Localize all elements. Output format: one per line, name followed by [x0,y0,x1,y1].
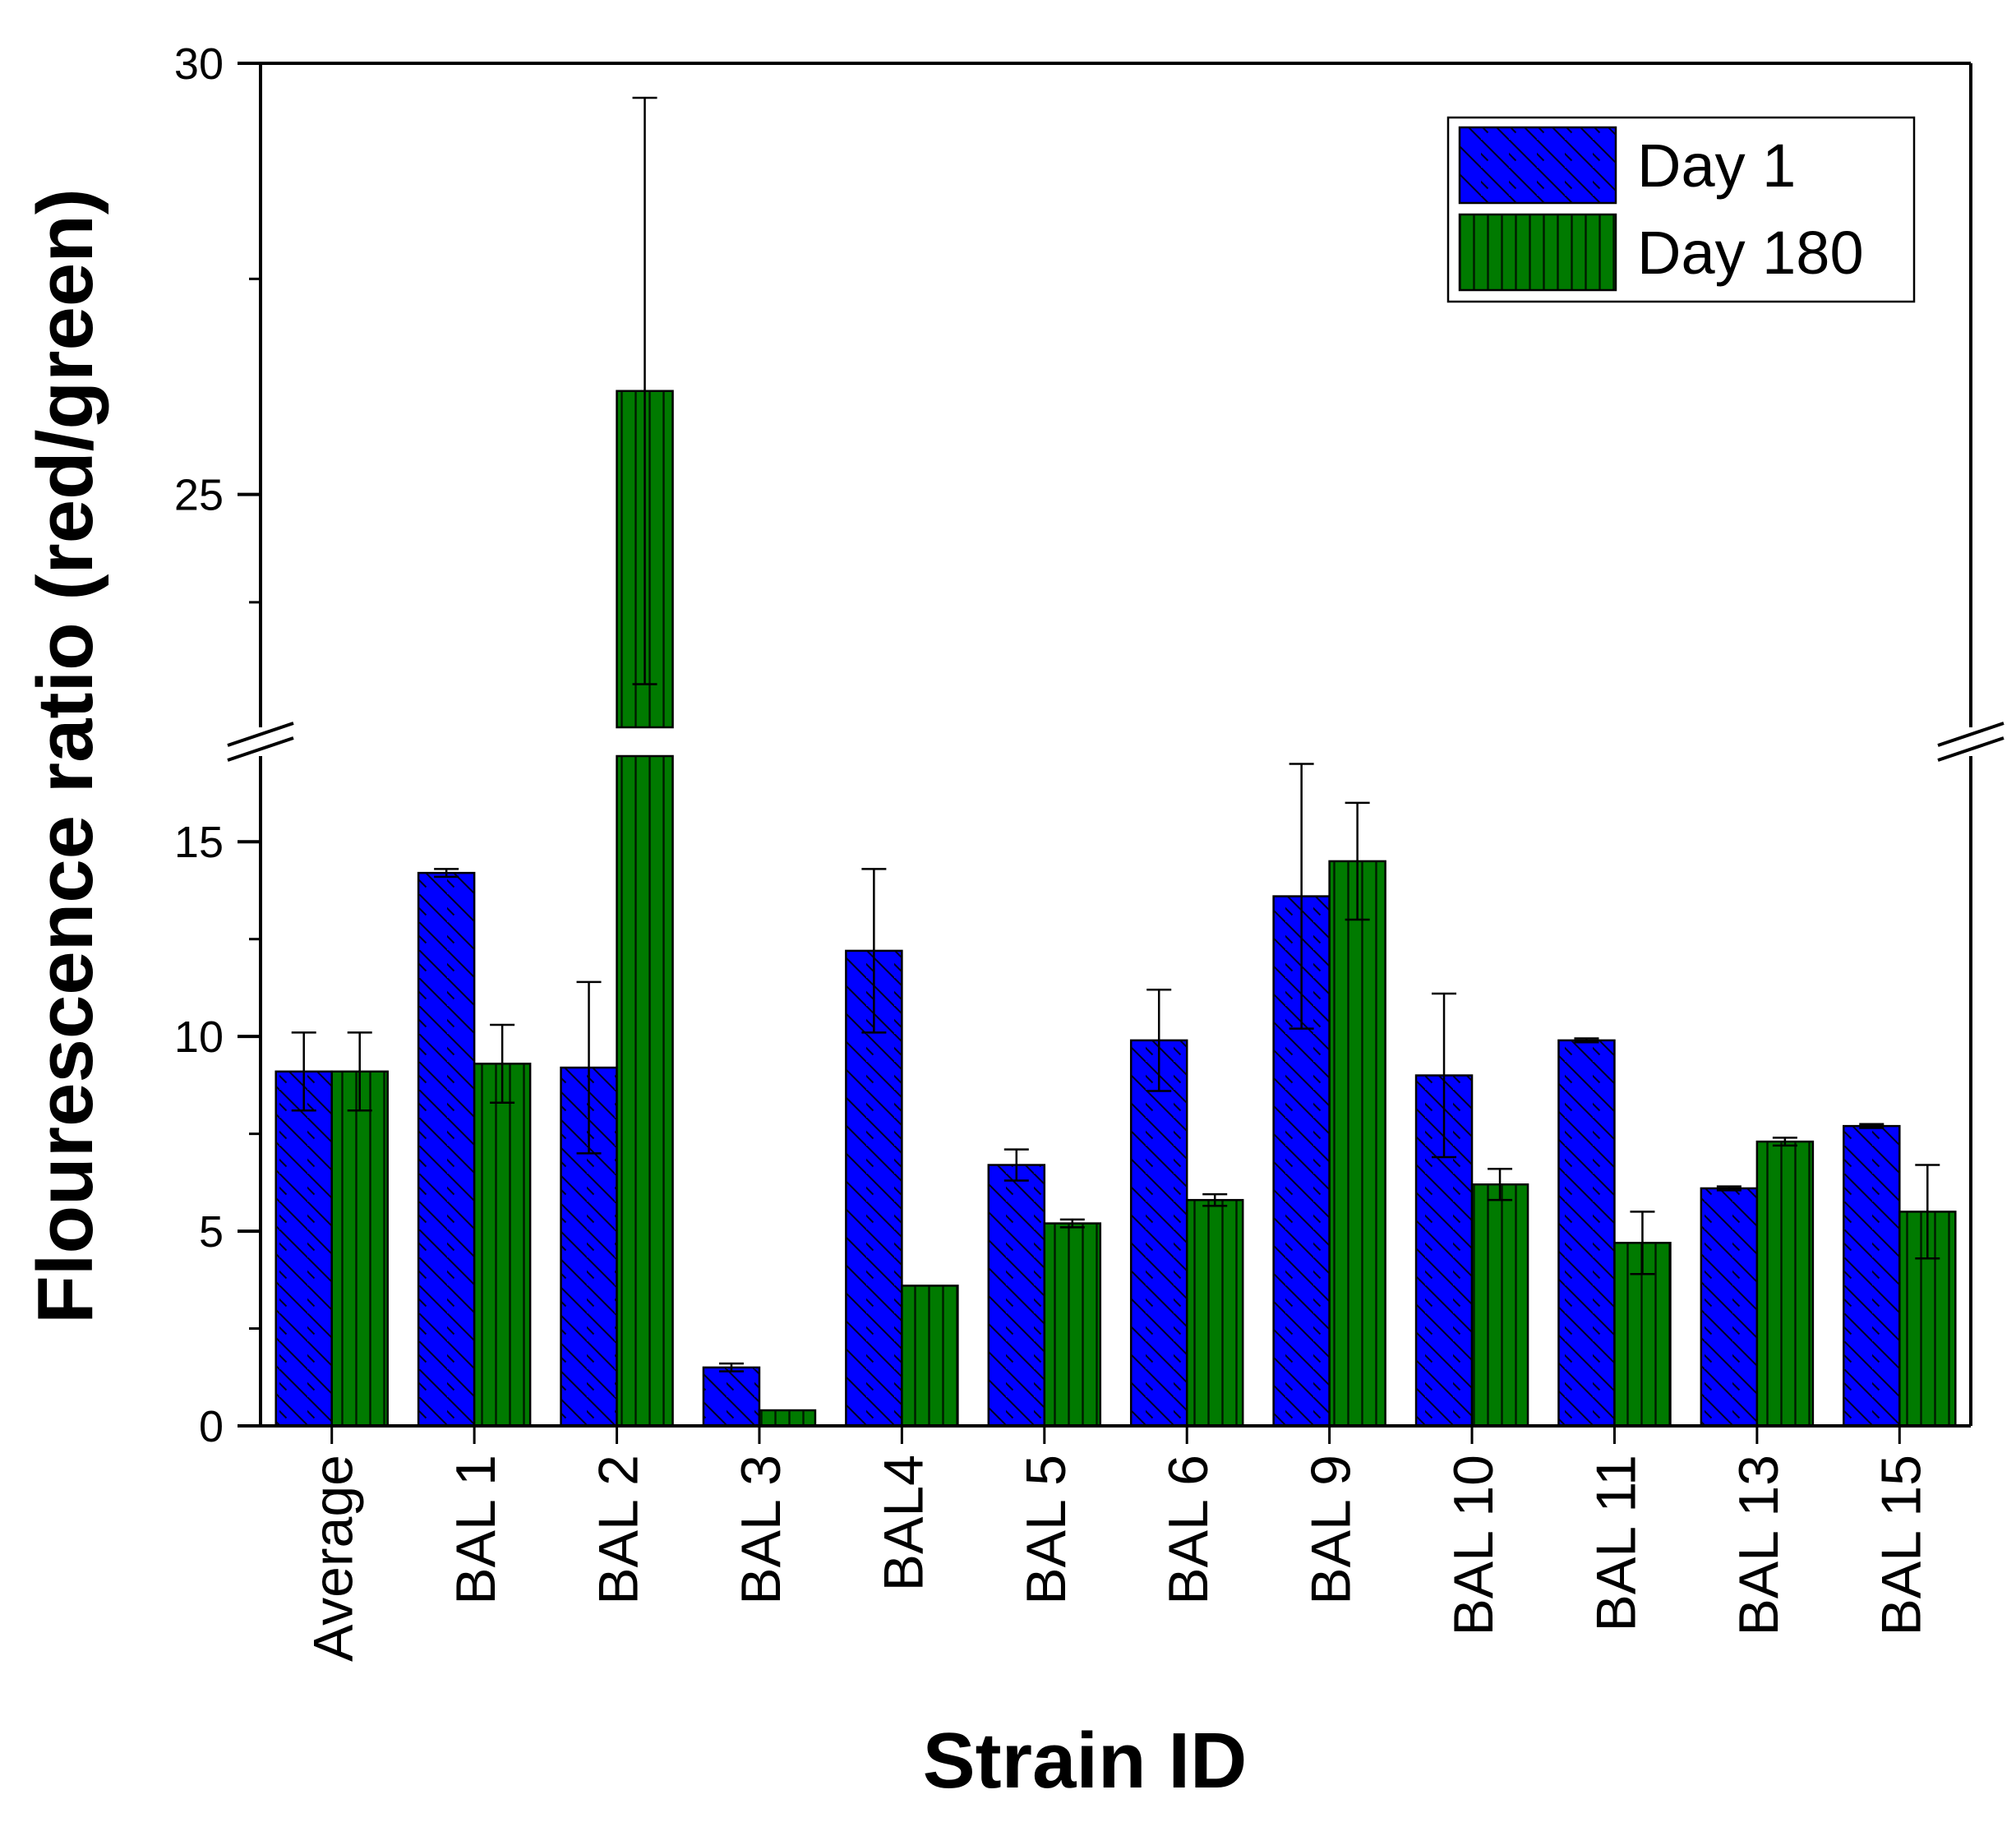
axis-break-mark [227,722,294,747]
x-tick-label: Average [302,1455,365,1662]
bar [274,1070,333,1428]
x-tick-label: BAL4 [872,1455,934,1591]
bar [1843,1124,1901,1428]
bar-lower-segment [616,754,674,1428]
bar [1414,1074,1474,1428]
x-tick-label: BAL 6 [1157,1455,1220,1605]
axis-break-mark [227,736,294,762]
plot-area: Average BAL 1 BAL 2 BAL 3 BAL4 BAL 5 BAL 6 BAL … [174,39,2004,1662]
bar [1129,1039,1188,1428]
bar [758,1409,817,1428]
x-tick-label: BAL 2 [588,1455,650,1605]
x-tick-label: BAL 1 [445,1455,507,1605]
y-tick-label: 25 [174,471,224,520]
x-tick-label: BAL 15 [1870,1455,1932,1636]
legend-label: Day 1 [1637,131,1796,200]
bar [901,1285,959,1428]
y-axis-title: Flourescence ratio (red/green) [21,188,109,1324]
bar [1700,1187,1759,1428]
y-tick-label: 15 [174,818,224,867]
legend-swatch [1458,213,1617,292]
axis-break-mark [1937,736,2004,762]
y-tick-label: 10 [174,1012,224,1062]
bar [1470,1183,1529,1428]
bar [417,871,476,1428]
x-tick-label: BAL 13 [1728,1455,1790,1636]
axis-break-gap [256,729,1975,754]
legend: Day 1 Day 180 [1446,116,1916,303]
legend-swatch [1458,126,1617,205]
bar [1328,860,1386,1428]
bar [330,1070,389,1428]
x-tick-label: BAL 10 [1442,1455,1505,1636]
bar [1185,1198,1244,1428]
legend-label: Day 180 [1637,219,1864,287]
y-tick-label: 0 [199,1402,224,1451]
y-tick-label: 30 [174,39,224,89]
x-tick-label: BAL 9 [1300,1455,1363,1605]
bar [1755,1140,1815,1428]
bar [473,1063,532,1428]
x-tick-label: BAL 3 [730,1455,792,1605]
bar [987,1164,1046,1428]
axis-break-mark [1937,722,2004,747]
bar [1043,1222,1102,1428]
x-tick-label: BAL 11 [1585,1455,1647,1632]
x-axis-title: Strain ID [923,1717,1248,1805]
bar [702,1366,761,1428]
x-tick-label: BAL 5 [1015,1455,1077,1605]
bar [1557,1039,1616,1428]
y-tick-label: 5 [199,1207,224,1257]
